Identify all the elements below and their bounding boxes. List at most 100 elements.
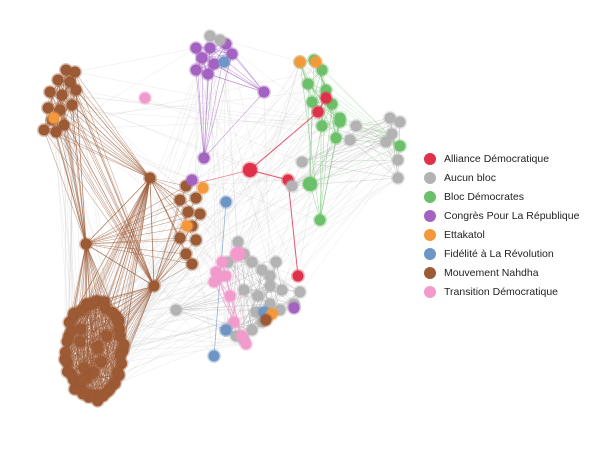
graph-node xyxy=(383,111,397,125)
background-edge xyxy=(69,121,341,323)
aucun-bloc-edge xyxy=(301,133,393,163)
nahdha-edge xyxy=(119,177,151,336)
nahdha-edge xyxy=(115,285,155,317)
graph-node xyxy=(75,372,90,387)
graph-node xyxy=(313,213,327,227)
graph-node xyxy=(73,334,88,349)
background-edge xyxy=(118,303,271,376)
background-edge xyxy=(221,43,227,263)
nahdha-edge xyxy=(55,131,155,287)
background-edge xyxy=(118,133,393,322)
nahdha-edge xyxy=(122,285,155,351)
graph-node xyxy=(138,91,152,105)
background-edge xyxy=(225,201,245,341)
center-edge xyxy=(175,309,227,331)
graph-node xyxy=(263,279,277,293)
nahdha-edge xyxy=(85,243,155,287)
nahdha-edge xyxy=(97,177,151,302)
transition-edge xyxy=(235,253,247,345)
nahdha-edge xyxy=(43,129,151,179)
graph-node xyxy=(215,255,229,269)
alliance-edge xyxy=(249,111,319,171)
aucun-bloc-edge xyxy=(291,125,357,187)
cpr-edge xyxy=(203,91,265,159)
background-edge xyxy=(43,69,323,131)
nahdha-edge xyxy=(149,177,155,287)
background-edge xyxy=(122,61,301,351)
cpr-edge xyxy=(195,69,205,159)
nahdha-edge xyxy=(69,81,155,287)
graph-node xyxy=(329,131,343,145)
legend-swatch xyxy=(424,286,436,298)
background-edge xyxy=(179,61,317,201)
background-edge xyxy=(191,225,215,357)
aucun-bloc-edge xyxy=(355,125,387,143)
graph-node xyxy=(391,153,405,167)
bloc-democrates-edge xyxy=(309,101,313,185)
nahdha-edge xyxy=(85,225,193,245)
nahdha-edge xyxy=(153,253,187,287)
nahdha-edge xyxy=(105,285,155,309)
nahdha-edge xyxy=(51,119,151,179)
graph-node xyxy=(143,171,157,185)
center-edge xyxy=(175,303,271,311)
graph-node xyxy=(257,85,271,99)
nahdha-edge xyxy=(57,79,155,287)
background-edge xyxy=(175,309,215,357)
background-edge xyxy=(97,61,317,349)
graph-node xyxy=(73,322,88,337)
graph-node xyxy=(58,345,73,360)
graph-node xyxy=(203,41,217,55)
graph-node xyxy=(116,337,131,352)
nahdha-edge xyxy=(71,104,155,287)
graph-node xyxy=(211,271,225,285)
legend-item-ettakatol: Ettakatol xyxy=(424,226,594,244)
background-edge xyxy=(118,320,247,345)
nahdha-edge xyxy=(71,104,87,245)
graph-node xyxy=(68,65,82,79)
graph-node xyxy=(315,119,329,133)
background-edge xyxy=(249,169,299,277)
cpr-edge xyxy=(195,43,227,71)
background-edge xyxy=(144,97,303,163)
background-edge xyxy=(118,69,323,376)
graph-node xyxy=(43,85,57,99)
aucun-bloc-edge xyxy=(301,139,351,163)
nahdha-edge xyxy=(59,109,155,287)
transition-edge xyxy=(217,277,243,337)
legend-label: Aucun bloc xyxy=(444,172,496,184)
background-edge xyxy=(122,311,265,351)
legend-label: Alliance Démocratique xyxy=(444,153,550,165)
background-edge xyxy=(123,261,229,345)
graph-node xyxy=(185,173,199,187)
graph-node xyxy=(47,111,61,125)
legend-item-transition-democratique: Transition Démocratique xyxy=(424,283,594,301)
nahdha-edge xyxy=(51,119,155,287)
cpr-edge xyxy=(207,73,265,93)
cpr-edge xyxy=(201,57,205,159)
background-edge xyxy=(120,219,321,356)
background-edge xyxy=(269,89,327,287)
background-edge xyxy=(185,89,327,187)
graph-node xyxy=(65,98,79,112)
background-edge xyxy=(68,71,76,336)
graph-node xyxy=(349,119,363,133)
nahdha-edge xyxy=(153,237,181,287)
nahdha-edge xyxy=(83,177,151,368)
background-edge xyxy=(106,335,247,345)
graph-node xyxy=(275,283,289,297)
graph-node xyxy=(195,51,209,65)
graph-node xyxy=(217,55,231,69)
graph-node xyxy=(239,337,253,351)
nahdha-edge xyxy=(80,285,155,330)
background-edge xyxy=(195,69,295,309)
cpr-edge xyxy=(203,73,209,159)
cpr-edge xyxy=(213,63,265,93)
graph-node xyxy=(179,247,193,261)
graph-node xyxy=(219,323,233,337)
graph-node xyxy=(57,118,71,132)
nahdha-edge xyxy=(47,107,155,287)
graph-node xyxy=(251,289,265,303)
nahdha-edge xyxy=(47,69,67,109)
